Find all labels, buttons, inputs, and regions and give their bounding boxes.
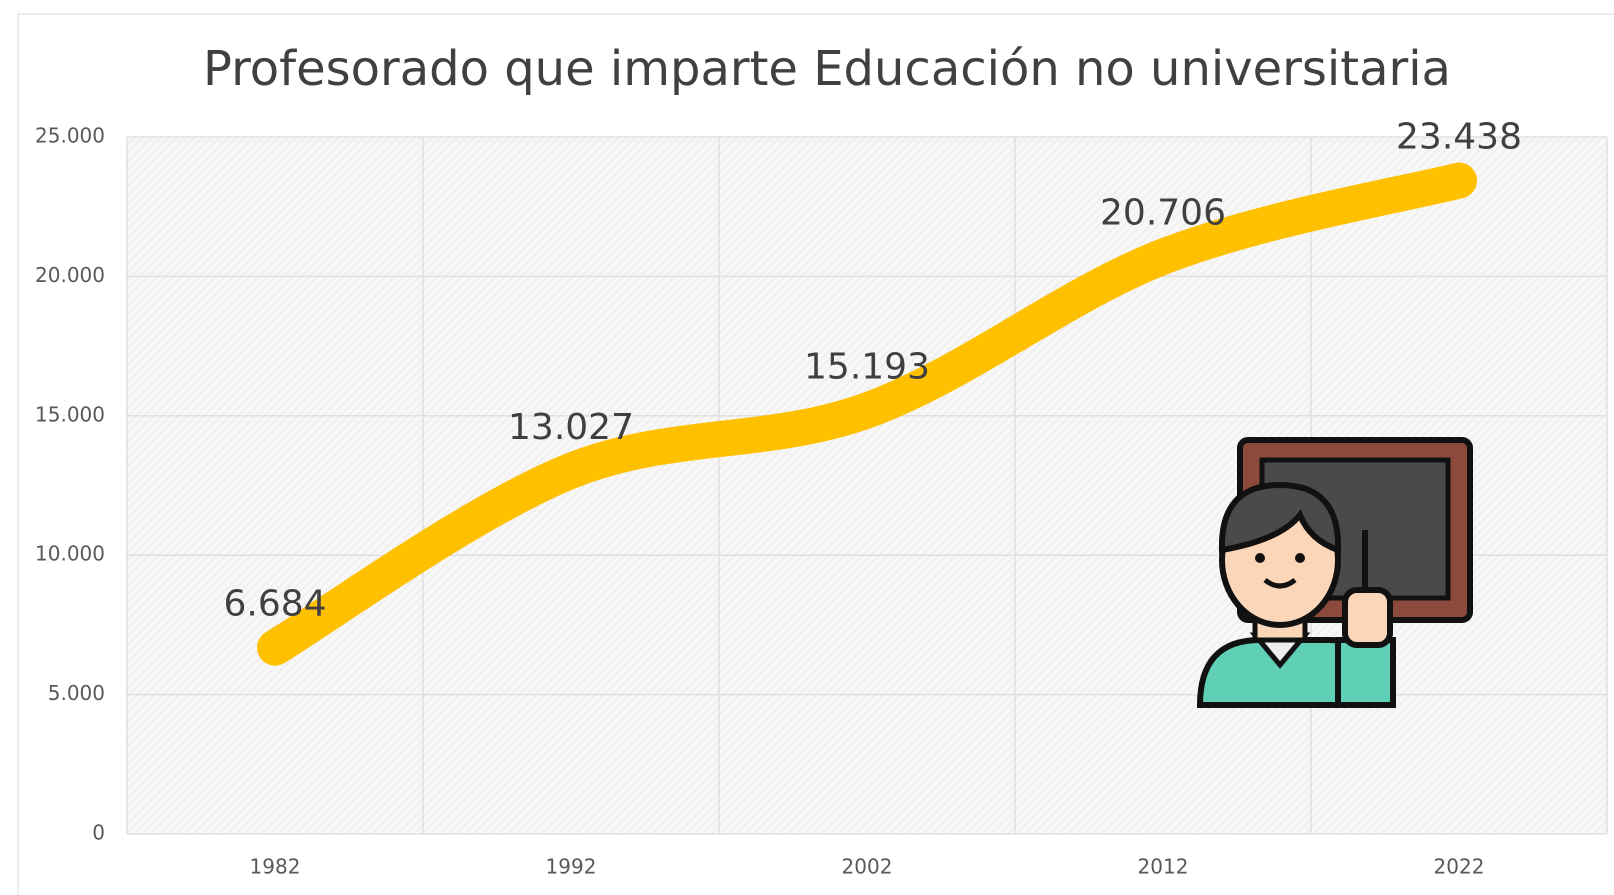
data-label: 13.027: [508, 407, 634, 448]
data-label: 6.684: [223, 584, 326, 625]
x-tick-label: 2022: [1434, 855, 1485, 879]
y-tick-label: 15.000: [35, 402, 105, 426]
data-label: 20.706: [1100, 193, 1226, 234]
chart: Profesorado que imparte Educación no uni…: [0, 0, 1614, 895]
x-tick-label: 1992: [546, 855, 597, 879]
y-tick-label: 20.000: [35, 263, 105, 287]
data-label: 15.193: [804, 346, 930, 387]
x-tick-label: 1982: [250, 855, 301, 879]
y-tick-label: 10.000: [35, 542, 105, 566]
y-tick-label: 5.000: [48, 681, 105, 705]
x-tick-label: 2002: [842, 855, 893, 879]
data-label: 23.438: [1396, 117, 1522, 158]
y-tick-label: 0: [92, 821, 105, 845]
y-tick-label: 25.000: [35, 124, 105, 148]
x-tick-label: 2012: [1138, 855, 1189, 879]
chart-title: Profesorado que imparte Educación no uni…: [203, 41, 1451, 97]
